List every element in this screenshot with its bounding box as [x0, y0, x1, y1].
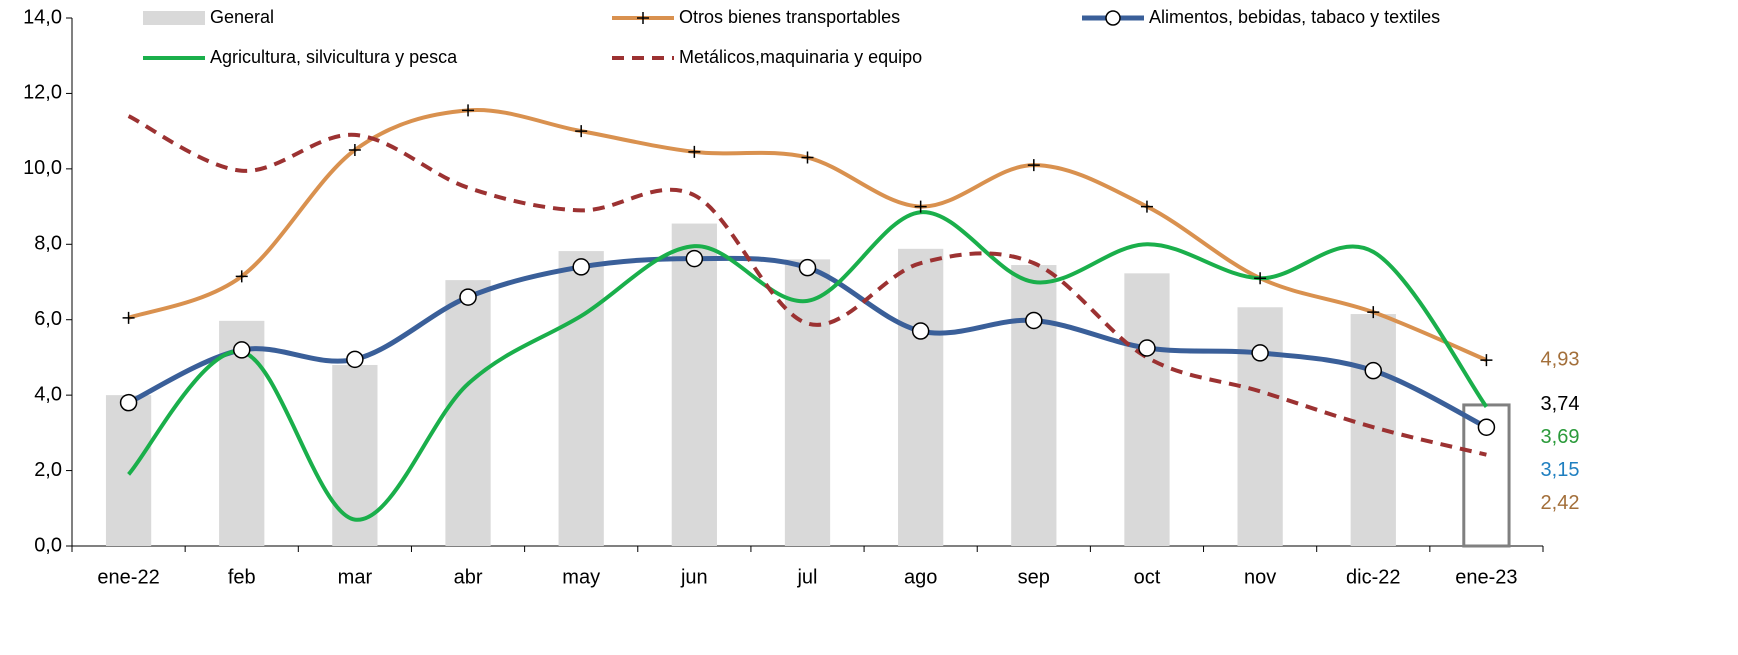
legend-label: Otros bienes transportables — [679, 7, 900, 27]
legend-item: Metálicos,maquinaria y equipo — [612, 47, 922, 67]
y-tick-label: 12,0 — [23, 82, 62, 104]
x-tick-label: feb — [228, 566, 256, 588]
x-tick-label: nov — [1244, 566, 1276, 588]
bar — [1124, 273, 1170, 546]
data-label: 3,74 — [1541, 393, 1580, 415]
legend-swatch — [143, 11, 205, 25]
legend-item: Alimentos, bebidas, tabaco y textiles — [1082, 7, 1440, 27]
marker — [1027, 159, 1040, 172]
marker — [575, 125, 588, 138]
legend-marker — [637, 12, 649, 24]
marker — [1025, 311, 1043, 330]
bar — [1011, 265, 1057, 546]
x-tick-label: ene-23 — [1455, 566, 1517, 588]
bar — [445, 280, 491, 546]
marker — [685, 249, 704, 268]
marker — [1364, 361, 1383, 380]
marker — [232, 341, 251, 359]
x-tick-label: ene-22 — [97, 566, 159, 588]
x-tick-label: jul — [796, 566, 817, 588]
x-tick-label: jun — [680, 566, 708, 588]
y-tick-label: 0,0 — [34, 534, 62, 556]
marker — [459, 288, 477, 306]
legend-item: Otros bienes transportables — [612, 7, 900, 27]
y-tick-label: 6,0 — [34, 308, 62, 330]
bar — [558, 251, 604, 546]
legend-label: Metálicos,maquinaria y equipo — [679, 47, 922, 67]
marker — [914, 200, 927, 213]
data-label: 4,93 — [1541, 348, 1580, 370]
legend-label: General — [210, 7, 274, 27]
x-tick-label: oct — [1134, 566, 1161, 588]
marker — [346, 350, 364, 369]
y-tick-label: 2,0 — [34, 459, 62, 481]
bar — [784, 259, 831, 546]
bar — [671, 223, 717, 547]
legend-marker — [1105, 10, 1121, 26]
bar — [898, 248, 944, 546]
x-tick-label: mar — [338, 566, 373, 588]
marker — [119, 393, 138, 412]
bar — [105, 395, 152, 546]
x-tick-label: sep — [1018, 566, 1050, 588]
y-tick-label: 14,0 — [23, 6, 62, 28]
marker — [122, 311, 135, 324]
marker — [688, 145, 701, 158]
x-tick-label: abr — [454, 566, 483, 588]
bar — [1237, 307, 1283, 546]
marker — [801, 151, 814, 164]
x-tick-label: may — [562, 566, 600, 588]
legend-item: Agricultura, silvicultura y pesca — [143, 47, 458, 67]
marker — [348, 144, 361, 156]
data-label: 2,42 — [1541, 492, 1580, 514]
marker — [1480, 354, 1493, 367]
marker — [235, 270, 248, 283]
legend-label: Agricultura, silvicultura y pesca — [210, 47, 458, 67]
x-tick-label: ago — [904, 566, 937, 588]
marker — [1138, 339, 1156, 357]
marker — [1254, 272, 1267, 285]
marker — [911, 322, 930, 340]
marker — [1140, 200, 1153, 213]
marker — [798, 258, 817, 277]
marker — [462, 104, 475, 117]
y-tick-label: 8,0 — [34, 233, 62, 255]
y-tick-label: 10,0 — [23, 157, 62, 179]
data-label: 3,15 — [1541, 459, 1580, 481]
x-tick-label: dic-22 — [1346, 566, 1400, 588]
legend-label: Alimentos, bebidas, tabaco y textiles — [1149, 7, 1440, 27]
marker — [1251, 344, 1269, 362]
legend-item: General — [143, 7, 274, 27]
y-tick-label: 4,0 — [34, 383, 62, 405]
marker — [572, 258, 590, 276]
data-label: 3,69 — [1541, 426, 1580, 448]
marker — [1367, 306, 1380, 319]
marker — [1477, 418, 1496, 436]
line — [127, 114, 1487, 457]
